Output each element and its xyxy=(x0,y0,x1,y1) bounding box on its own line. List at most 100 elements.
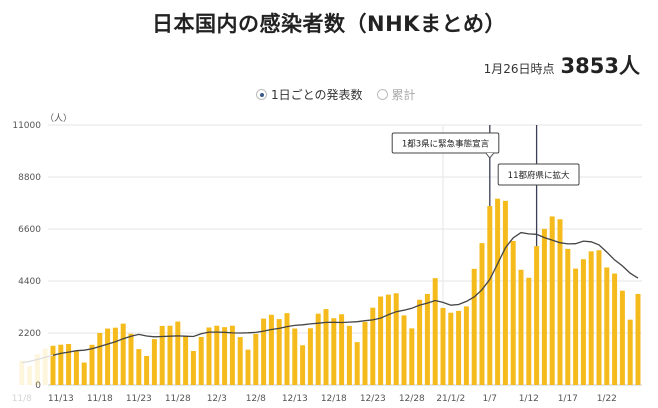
radio-cumulative-label: 累計 xyxy=(391,88,416,102)
bar-11/26 xyxy=(159,325,165,385)
bar-1/26 xyxy=(635,293,641,385)
bar-12/26 xyxy=(393,293,399,385)
bar-12/5 xyxy=(229,325,235,385)
bar-11/15 xyxy=(73,351,79,385)
trend-line xyxy=(52,231,639,356)
bar-11/17 xyxy=(89,344,95,385)
bar-1/18 xyxy=(573,268,579,385)
bar-1/6 xyxy=(479,243,485,385)
bar-12/22 xyxy=(362,321,368,385)
bar-1/15 xyxy=(549,216,555,385)
x-tick-label: 11/23 xyxy=(126,394,152,404)
bar-11/23 xyxy=(136,349,142,385)
bar-12/2 xyxy=(206,327,212,385)
bar-12/21 xyxy=(354,342,360,385)
bar-11/11 xyxy=(42,348,48,385)
bar-11/12 xyxy=(50,345,56,385)
bar-12/12 xyxy=(284,313,290,385)
y-tick-label: 11000 xyxy=(12,121,41,131)
x-tick-label: 12/28 xyxy=(399,394,425,404)
bar-12/14 xyxy=(300,345,306,385)
bar-1/16 xyxy=(557,219,563,385)
x-tick-label: 1/12 xyxy=(519,394,539,404)
bar-12/25 xyxy=(385,294,391,385)
bar-1/3 xyxy=(456,310,462,385)
bar-1/22 xyxy=(604,267,610,385)
bar-12/15 xyxy=(307,328,313,385)
bar-12/23 xyxy=(370,307,376,385)
x-tick-label: 12/18 xyxy=(321,394,347,404)
bar-12/4 xyxy=(222,327,228,385)
radio-cumulative[interactable]: 累計 xyxy=(376,86,416,103)
bar-1/14 xyxy=(541,228,547,385)
bar-1/17 xyxy=(565,248,571,385)
bar-1/11 xyxy=(518,269,524,385)
bar-12/17 xyxy=(323,309,329,385)
bar-11/18 xyxy=(97,332,103,385)
bar-1/23 xyxy=(612,273,618,385)
bar-11/19 xyxy=(105,328,111,385)
bar-1/19 xyxy=(580,259,586,385)
radio-selected-icon[interactable] xyxy=(256,89,267,100)
y-tick-label: 0 xyxy=(35,381,41,391)
x-tick-label: 1/17 xyxy=(558,394,578,404)
annotation-pointer xyxy=(485,152,495,159)
bar-11/10 xyxy=(34,354,40,385)
as-of-date: 1月26日時点 xyxy=(483,62,555,76)
bar-11/25 xyxy=(151,339,157,385)
x-tick-label: 1/7 xyxy=(483,394,497,404)
bar-12/30 xyxy=(424,293,430,385)
bar-1/2 xyxy=(448,312,454,385)
y-tick-label: 4400 xyxy=(18,277,41,287)
bar-12/16 xyxy=(315,313,321,385)
bar-1/4 xyxy=(463,306,469,385)
bar-11/30 xyxy=(190,350,196,385)
bar-1/12 xyxy=(526,277,532,385)
bar-1/21 xyxy=(596,250,602,385)
bar-11/9 xyxy=(27,366,33,385)
bar-11/13 xyxy=(58,344,64,385)
radio-daily[interactable]: 1日ごとの発表数 xyxy=(256,86,363,103)
bar-1/24 xyxy=(619,290,625,385)
bar-12/11 xyxy=(276,319,282,385)
bar-1/5 xyxy=(471,268,477,385)
x-tick-label: 11/18 xyxy=(87,394,113,404)
bar-12/1 xyxy=(198,336,204,385)
bar-11/21 xyxy=(120,323,126,385)
annotation-label: 1都3県に緊急事態宣言 xyxy=(402,139,490,150)
radio-daily-label: 1日ごとの発表数 xyxy=(271,88,363,102)
bar-12/9 xyxy=(261,318,267,385)
x-tick-label: 21/1/2 xyxy=(436,394,465,404)
x-tick-label: 12/23 xyxy=(360,394,386,404)
bar-11/24 xyxy=(144,355,150,385)
bar-11/22 xyxy=(128,333,134,385)
x-tick-label: 11/13 xyxy=(48,394,74,404)
view-toggle: 1日ごとの発表数 累計 xyxy=(256,86,430,103)
y-tick-label: 8800 xyxy=(18,173,41,183)
x-tick-label: 12/8 xyxy=(246,394,266,404)
bar-11/16 xyxy=(81,362,87,385)
bar-1/13 xyxy=(534,246,540,385)
bar-12/20 xyxy=(346,325,352,385)
bar-1/20 xyxy=(588,251,594,385)
bar-11/28 xyxy=(175,321,181,385)
bar-12/3 xyxy=(214,325,220,385)
bar-11/27 xyxy=(167,325,173,385)
y-tick-label: 2200 xyxy=(18,329,41,339)
y-tick-label: 6600 xyxy=(18,225,41,235)
bar-12/24 xyxy=(378,296,384,385)
bar-12/18 xyxy=(331,318,337,385)
bar-12/6 xyxy=(237,337,243,385)
bar-12/31 xyxy=(432,278,438,385)
bar-12/10 xyxy=(268,314,274,385)
bar-1/7 xyxy=(487,206,493,385)
annotation-box xyxy=(497,163,580,186)
chart-title: 日本国内の感染者数（NHKまとめ） xyxy=(152,12,506,36)
annotation-box xyxy=(391,132,500,154)
radio-unselected-icon[interactable] xyxy=(376,89,388,100)
bar-12/19 xyxy=(339,314,345,385)
bar-12/28 xyxy=(409,328,415,385)
bar-1/8 xyxy=(495,198,501,385)
bar-1/9 xyxy=(502,200,508,385)
